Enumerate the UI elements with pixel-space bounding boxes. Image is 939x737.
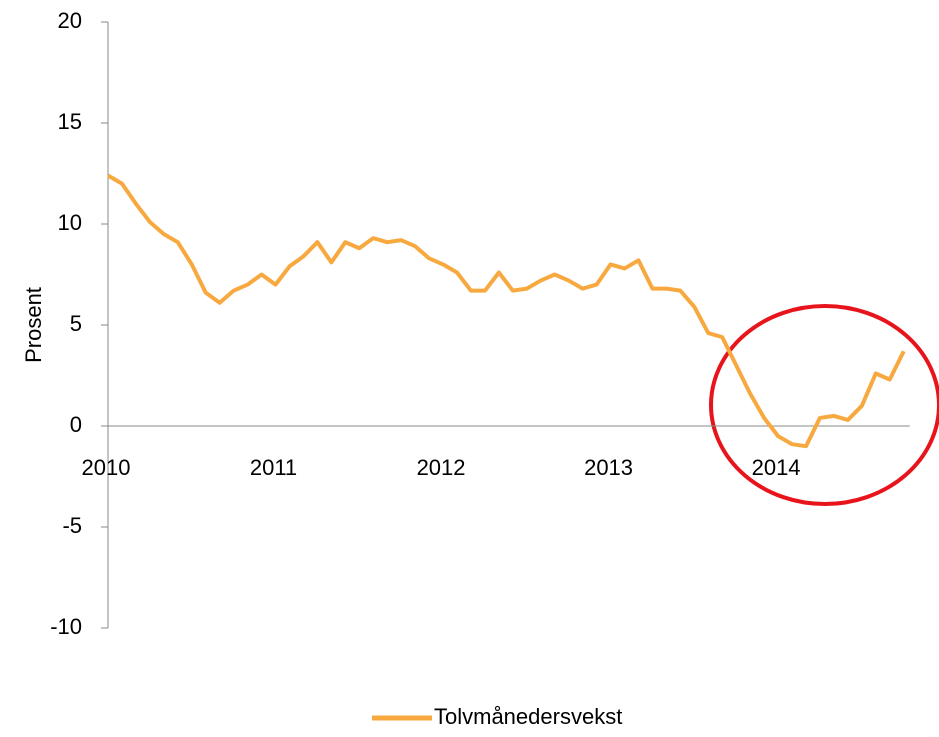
y-tick-label: -5	[62, 513, 82, 538]
x-tick-label: 2013	[584, 455, 633, 480]
data-line	[106, 173, 906, 449]
legend-label: Tolvmånedersvekst	[434, 704, 622, 729]
y-tick-label: 5	[70, 311, 82, 336]
y-tick-label: -10	[50, 614, 82, 639]
x-tick-label: 2011	[250, 455, 297, 480]
x-tick-label: 2010	[82, 455, 131, 480]
highlight-ellipse	[709, 304, 939, 506]
y-tick-label: 15	[58, 109, 82, 134]
y-tick-label: 10	[58, 210, 82, 235]
x-tick-label: 2012	[417, 455, 466, 480]
y-axis-label: Prosent	[21, 287, 46, 363]
y-tick-label: 0	[70, 412, 82, 437]
y-tick-label: 20	[58, 8, 82, 33]
x-tick-label: 2014	[752, 455, 801, 480]
